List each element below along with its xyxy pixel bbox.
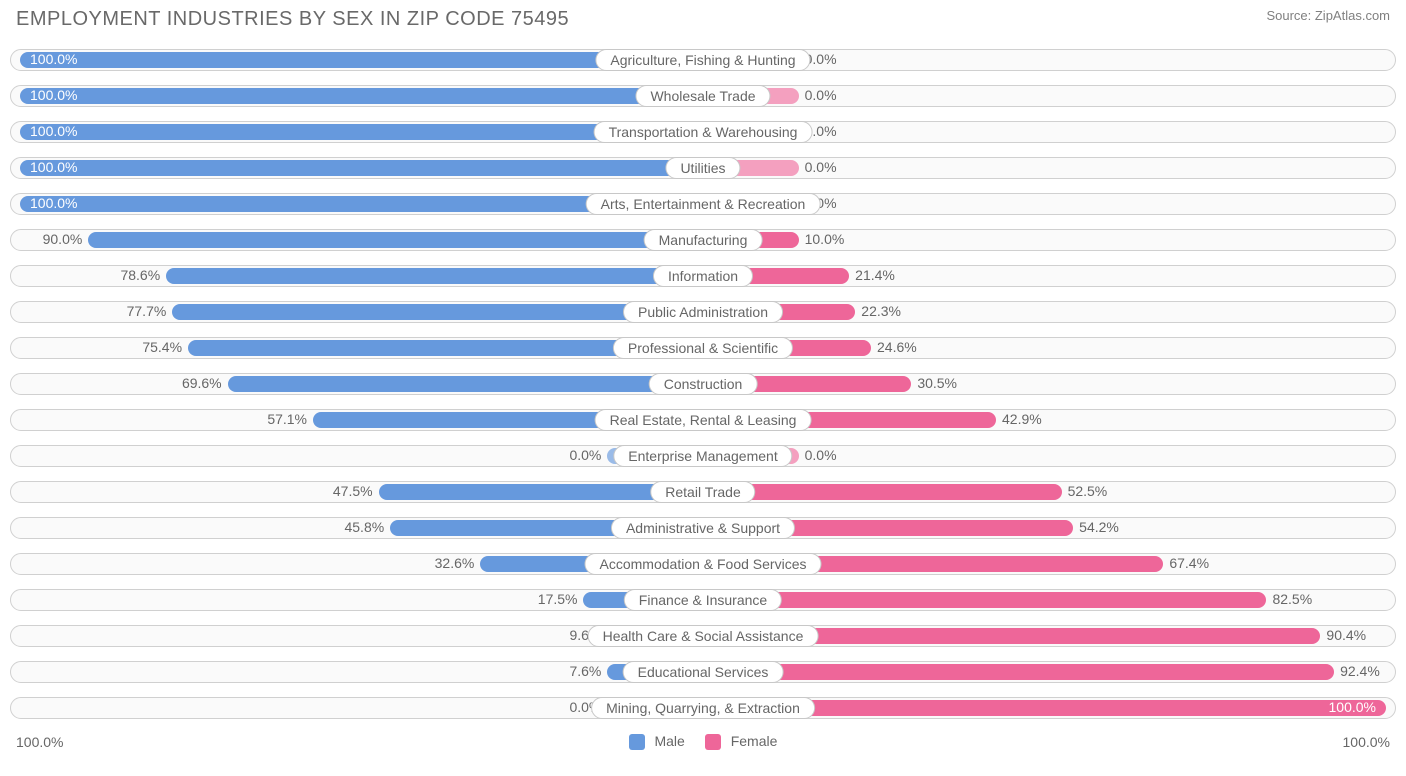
female-swatch-icon [705,734,721,750]
chart-row: 90.0% 10.0% Manufacturing [10,223,1396,257]
male-swatch-icon [629,734,645,750]
axis-right-label: 100.0% [1343,734,1390,750]
category-label: Agriculture, Fishing & Hunting [595,49,810,71]
male-pct-label: 100.0% [30,195,77,211]
category-label: Real Estate, Rental & Leasing [595,409,812,431]
female-bar [703,592,1266,608]
male-bar [20,160,703,176]
category-label: Finance & Insurance [624,589,782,611]
chart-row: 78.6% 21.4% Information [10,259,1396,293]
legend: Male Female [629,733,778,750]
male-pct-label: 90.0% [43,231,83,247]
chart-row: 100.0%0.0%Transportation & Warehousing [10,115,1396,149]
chart-row: 77.7% 22.3% Public Administration [10,295,1396,329]
chart-row: 32.6% 67.4% Accommodation & Food Services [10,547,1396,581]
chart-row: 9.6%90.4%Health Care & Social Assistance [10,619,1396,653]
chart-row: 17.5% 82.5% Finance & Insurance [10,583,1396,617]
male-pct-label: 100.0% [30,159,77,175]
female-pct-label: 52.5% [1068,483,1108,499]
female-pct-label: 10.0% [805,231,845,247]
chart-row: 0.0% 0.0% Enterprise Management [10,439,1396,473]
category-label: Professional & Scientific [613,337,793,359]
male-bar [20,88,703,104]
chart-row: 100.0% 0.0% Wholesale Trade [10,79,1396,113]
legend-female-label: Female [731,733,778,749]
female-pct-label: 0.0% [805,87,837,103]
female-pct-label: 92.4% [1340,663,1380,679]
male-pct-label: 100.0% [30,87,77,103]
category-label: Enterprise Management [613,445,792,467]
male-bar [228,376,703,392]
male-pct-label: 78.6% [120,267,160,283]
category-label: Utilities [665,157,740,179]
female-pct-label: 21.4% [855,267,895,283]
chart-row: 100.0%0.0%Arts, Entertainment & Recreati… [10,187,1396,221]
female-pct-label: 54.2% [1079,519,1119,535]
category-label: Arts, Entertainment & Recreation [586,193,821,215]
category-label: Public Administration [623,301,783,323]
female-pct-label: 100.0% [1329,699,1376,715]
male-bar [88,232,703,248]
female-pct-label: 82.5% [1272,591,1312,607]
chart-source: Source: ZipAtlas.com [1266,8,1390,23]
chart-title: EMPLOYMENT INDUSTRIES BY SEX IN ZIP CODE… [16,8,569,31]
chart-row: 69.6% 30.5% Construction [10,367,1396,401]
female-pct-label: 22.3% [861,303,901,319]
category-label: Construction [649,373,758,395]
category-label: Mining, Quarrying, & Extraction [591,697,815,719]
chart-header: EMPLOYMENT INDUSTRIES BY SEX IN ZIP CODE… [0,0,1406,43]
category-label: Retail Trade [650,481,755,503]
axis-left-label: 100.0% [16,734,63,750]
category-label: Administrative & Support [611,517,795,539]
male-pct-label: 45.8% [344,519,384,535]
female-pct-label: 24.6% [877,339,917,355]
male-pct-label: 17.5% [538,591,578,607]
chart-row: 47.5% 52.5% Retail Trade [10,475,1396,509]
chart-area: 100.0%0.0%Agriculture, Fishing & Hunting… [0,43,1406,725]
category-label: Manufacturing [644,229,763,251]
male-pct-label: 32.6% [435,555,475,571]
chart-row: 45.8% 54.2% Administrative & Support [10,511,1396,545]
male-bar [166,268,703,284]
chart-row: 100.0%0.0%Agriculture, Fishing & Hunting [10,43,1396,77]
category-label: Health Care & Social Assistance [588,625,819,647]
chart-row: 75.4% 24.6% Professional & Scientific [10,331,1396,365]
female-pct-label: 90.4% [1326,627,1366,643]
female-pct-label: 0.0% [805,447,837,463]
legend-male: Male [629,733,685,750]
male-pct-label: 100.0% [30,51,77,67]
male-pct-label: 7.6% [569,663,601,679]
male-pct-label: 69.6% [182,375,222,391]
female-bar [703,664,1334,680]
female-pct-label: 42.9% [1002,411,1042,427]
legend-male-label: Male [654,733,684,749]
female-bar [703,484,1062,500]
category-label: Educational Services [623,661,784,683]
male-pct-label: 75.4% [142,339,182,355]
male-pct-label: 0.0% [569,447,601,463]
category-label: Wholesale Trade [635,85,770,107]
chart-footer: 100.0% Male Female 100.0% [0,727,1406,750]
chart-row: 57.1% 42.9% Real Estate, Rental & Leasing [10,403,1396,437]
chart-row: 0.0%100.0%Mining, Quarrying, & Extractio… [10,691,1396,725]
female-pct-label: 30.5% [917,375,957,391]
category-label: Transportation & Warehousing [594,121,813,143]
male-pct-label: 100.0% [30,123,77,139]
male-pct-label: 57.1% [267,411,307,427]
chart-row: 7.6% 92.4% Educational Services [10,655,1396,689]
category-label: Information [653,265,753,287]
category-label: Accommodation & Food Services [585,553,822,575]
male-pct-label: 47.5% [333,483,373,499]
legend-female: Female [705,733,778,750]
male-pct-label: 77.7% [127,303,167,319]
chart-row: 100.0% 0.0% Utilities [10,151,1396,185]
female-pct-label: 0.0% [805,159,837,175]
female-pct-label: 67.4% [1169,555,1209,571]
